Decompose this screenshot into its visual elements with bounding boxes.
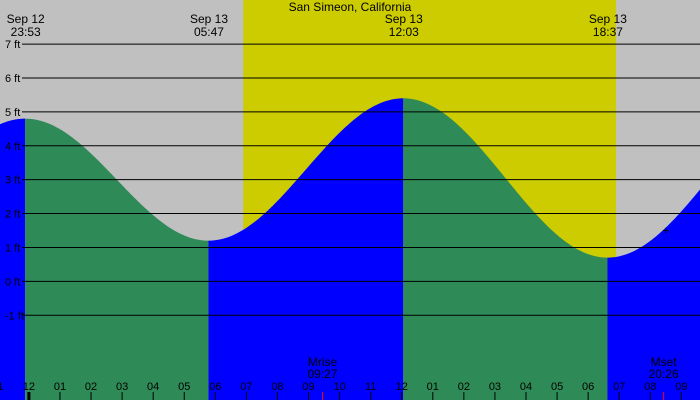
current-marker: + [662, 224, 669, 238]
y-tick-label: 4 ft [5, 141, 20, 153]
x-tick-label: 01 [427, 381, 439, 393]
moon-event-time: 20:26 [649, 367, 679, 381]
tide-fills [0, 98, 700, 400]
x-tick-label: 11 [0, 381, 4, 393]
y-tick-label: 1 ft [5, 242, 20, 254]
y-tick-label: 3 ft [5, 175, 20, 187]
x-tick-label: 01 [54, 381, 66, 393]
x-tick-label: 04 [520, 381, 532, 393]
x-tick-label: 06 [582, 381, 594, 393]
y-tick-label: 7 ft [5, 39, 20, 51]
extremum-date-label: Sep 13 [589, 12, 627, 26]
x-tick-label: 05 [551, 381, 563, 393]
moon-event-label: Mset [651, 355, 678, 369]
x-tick-labels: 11 12 01 02 03 04 05 06 07 08 09 10 11 12 01 02 03 04 05 06… [0, 381, 687, 400]
falling-tide-area [403, 98, 608, 400]
extremum-time-label: 18:37 [593, 25, 623, 39]
x-tick-label: 03 [489, 381, 501, 393]
moon-event-label: Mrise [308, 355, 338, 369]
extremum-date-label: Sep 13 [190, 12, 228, 26]
x-tick-label: 02 [458, 381, 470, 393]
extremum-time-label: 12:03 [389, 25, 419, 39]
extremum-date-label: Sep 13 [385, 12, 423, 26]
x-tick-label: 02 [85, 381, 97, 393]
y-tick-label: -1 ft [5, 310, 24, 322]
grid-lines [22, 43, 700, 316]
x-tick-label: 06 [209, 381, 221, 393]
rising-tide-area [208, 98, 404, 400]
y-tick-label: 6 ft [5, 73, 20, 85]
rising-tide-area [0, 118, 26, 400]
current-position-marker: + [662, 224, 669, 238]
x-tick-label: 11 [365, 381, 376, 393]
y-tick-label: 5 ft [5, 107, 20, 119]
y-tick-label: 0 ft [5, 276, 20, 288]
x-tick-label: 12 [23, 381, 35, 393]
x-tick-label: 12 [396, 381, 408, 393]
x-tick-label: 09 [675, 381, 687, 393]
x-tick-label: 08 [271, 381, 283, 393]
moon-event-time: 09:27 [307, 367, 337, 381]
extremum-time-label: 23:53 [11, 25, 41, 39]
rising-tide-area [607, 189, 700, 400]
chart-title: San Simeon, California [289, 0, 412, 14]
x-tick-label: 04 [147, 381, 159, 393]
x-tick-label: 07 [240, 381, 252, 393]
extremum-date-label: Sep 12 [7, 12, 45, 26]
falling-tide-area [25, 118, 209, 400]
midnight-tick [27, 392, 31, 400]
extremum-time-label: 05:47 [194, 25, 224, 39]
x-tick-label: 08 [644, 381, 656, 393]
x-tick-label: 05 [178, 381, 190, 393]
y-tick-label: 2 ft [5, 209, 20, 221]
x-tick-label: 09 [302, 381, 314, 393]
x-tick-label: 10 [333, 381, 345, 393]
x-tick-label: 07 [613, 381, 625, 393]
x-tick-label: 03 [116, 381, 128, 393]
y-tick-labels: 7 ft 6 ft 5 ft 4 ft 3 ft 2 ft 1 ft 0 ft -1 ft [5, 39, 24, 322]
